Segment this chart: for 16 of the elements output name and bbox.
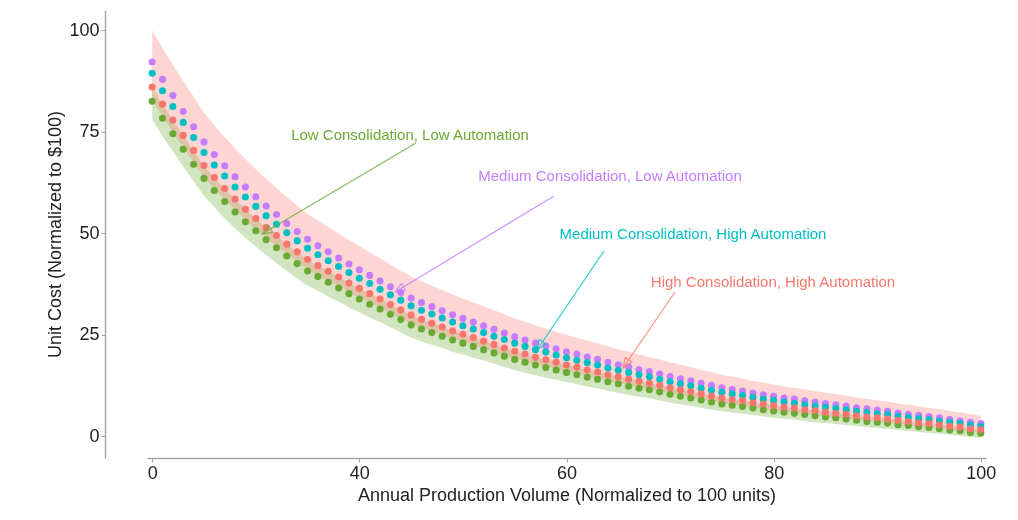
x-tick-label: 60 [556, 462, 578, 483]
y-tick-label: 50 [79, 222, 100, 243]
y-axis-title: Unit Cost (Normalized to $100) [45, 110, 66, 359]
text: Medium Consolidation, High Automation [559, 225, 827, 242]
y-tick-label: 75 [79, 121, 100, 142]
x-tick-label: 0 [147, 462, 158, 483]
text: Medium Consolidation, Low Automation [478, 167, 742, 184]
y-tick-label: 100 [69, 19, 100, 40]
y-tick-label: 0 [89, 425, 100, 446]
x-tick-label: 40 [349, 462, 370, 483]
y-tick-label: 25 [79, 324, 100, 345]
x-tick-label: 100 [966, 462, 997, 483]
text: Low Consolidation, Low Automation [291, 126, 529, 143]
x-tick-label: 80 [764, 462, 785, 483]
text: High Consolidation, High Automation [650, 273, 896, 290]
x-axis-title: Annual Production Volume (Normalized to 100 units) [357, 484, 777, 505]
